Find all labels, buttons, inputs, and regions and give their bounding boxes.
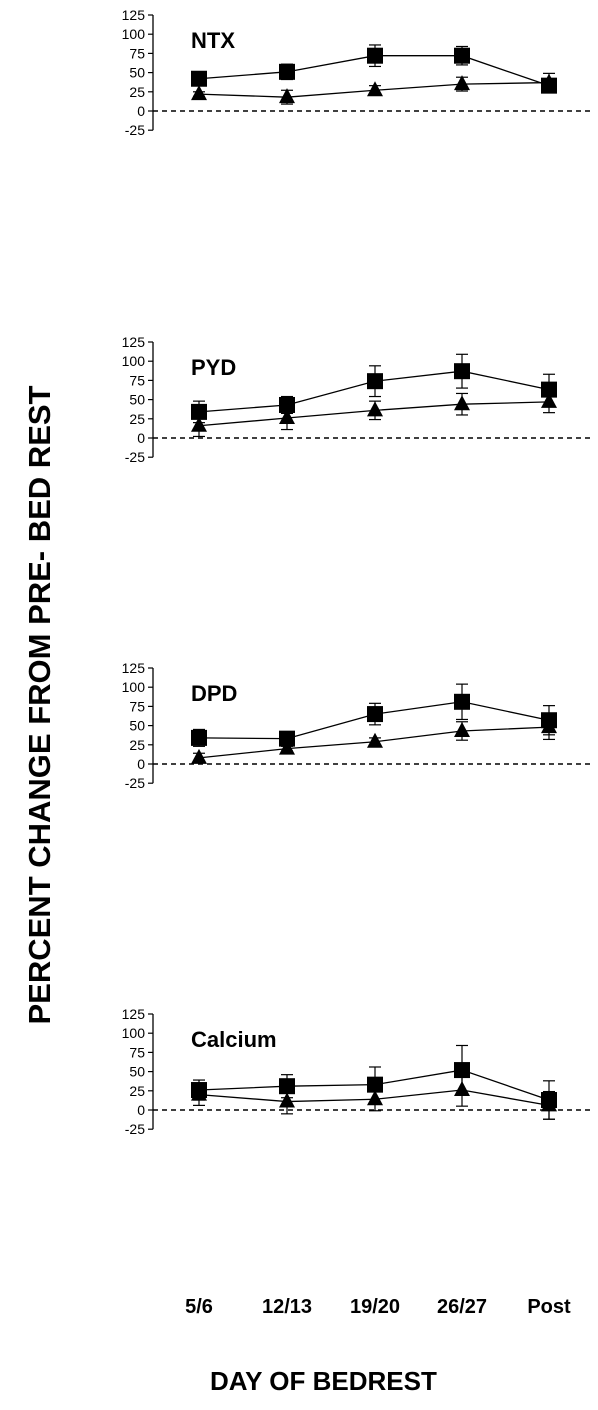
data-point-triangle <box>367 1090 383 1106</box>
data-point-square <box>191 70 207 87</box>
data-point-triangle <box>454 1081 470 1097</box>
y-tick-label: 50 <box>129 65 145 81</box>
panel-title: DPD <box>191 681 237 706</box>
y-tick-label: -25 <box>125 449 145 465</box>
data-point-triangle <box>367 732 383 748</box>
x-tick-label: 5/6 <box>185 1296 213 1318</box>
data-point-triangle <box>279 1092 295 1108</box>
panel-title: Calcium <box>191 1027 277 1052</box>
data-point-square <box>367 706 383 723</box>
y-axis-label: PERCENT CHANGE FROM PRE- BED REST <box>22 385 57 1025</box>
data-point-square <box>541 381 557 398</box>
y-tick-label: 125 <box>122 334 146 350</box>
y-tick-label: 125 <box>122 7 146 23</box>
y-tick-label: 75 <box>129 1044 145 1060</box>
data-point-triangle <box>541 73 557 89</box>
y-tick-label: 50 <box>129 1064 145 1080</box>
chart-panel-4: -25 0 25 50 75 100 125 Calcium 5/6 12/13 19/20 26/2… <box>122 1006 590 1318</box>
data-point-square <box>279 63 295 80</box>
y-tick-label: -25 <box>125 1121 145 1137</box>
data-point-square <box>191 729 207 746</box>
data-point-triangle <box>279 409 295 425</box>
y-tick-label: -25 <box>125 775 145 791</box>
y-tick-label: 0 <box>137 103 145 119</box>
panel-title: NTX <box>191 28 235 53</box>
chart-panel-2: -25 0 25 50 75 100 125 PYD <box>122 334 590 465</box>
y-tick-label: 50 <box>129 392 145 408</box>
data-point-triangle <box>191 416 207 432</box>
data-point-square <box>279 1078 295 1095</box>
y-tick-label: 25 <box>129 737 145 753</box>
y-tick-label: 100 <box>122 1025 146 1041</box>
data-point-triangle <box>541 718 557 734</box>
y-tick-label: 0 <box>137 756 145 772</box>
y-tick-label: 100 <box>122 353 146 369</box>
data-point-triangle <box>191 1085 207 1101</box>
chart-panel-3: -25 0 25 50 75 100 125 DPD <box>122 660 590 791</box>
data-point-triangle <box>454 395 470 411</box>
data-point-triangle <box>279 739 295 755</box>
panel-title: PYD <box>191 355 236 380</box>
data-point-square <box>191 403 207 420</box>
data-point-square <box>279 396 295 413</box>
data-point-triangle <box>454 721 470 737</box>
y-tick-label: 0 <box>137 1102 145 1118</box>
y-tick-label: 125 <box>122 1006 146 1022</box>
data-point-square <box>279 730 295 747</box>
x-axis-label: DAY OF BEDREST <box>210 1366 437 1396</box>
data-point-triangle <box>541 1096 557 1112</box>
data-point-square <box>454 47 470 64</box>
y-tick-label: 50 <box>129 718 145 734</box>
y-tick-label: 125 <box>122 660 146 676</box>
chart-panel-1: -25 0 25 50 75 100 125 NTX <box>122 7 590 138</box>
data-point-square <box>454 363 470 380</box>
x-tick-label: 19/20 <box>350 1296 400 1318</box>
data-point-triangle <box>541 392 557 408</box>
data-point-triangle <box>367 81 383 97</box>
y-tick-label: 25 <box>129 84 145 100</box>
data-point-square <box>367 1076 383 1093</box>
y-tick-label: 25 <box>129 411 145 427</box>
y-tick-label: 75 <box>129 372 145 388</box>
y-tick-label: 100 <box>122 679 146 695</box>
x-tick-label: Post <box>527 1296 571 1318</box>
y-tick-label: -25 <box>125 122 145 138</box>
y-tick-label: 75 <box>129 698 145 714</box>
data-point-triangle <box>367 401 383 417</box>
data-point-triangle <box>279 88 295 104</box>
data-point-square <box>367 47 383 64</box>
y-tick-label: 100 <box>122 26 146 42</box>
x-tick-label: 12/13 <box>262 1296 312 1318</box>
x-tick-label: 26/27 <box>437 1296 487 1318</box>
data-point-triangle <box>191 748 207 764</box>
y-tick-label: 0 <box>137 430 145 446</box>
y-tick-label: 75 <box>129 45 145 61</box>
data-point-triangle <box>454 75 470 91</box>
data-point-triangle <box>191 85 207 101</box>
data-point-square <box>367 373 383 390</box>
data-point-square <box>454 693 470 710</box>
y-tick-label: 25 <box>129 1083 145 1099</box>
